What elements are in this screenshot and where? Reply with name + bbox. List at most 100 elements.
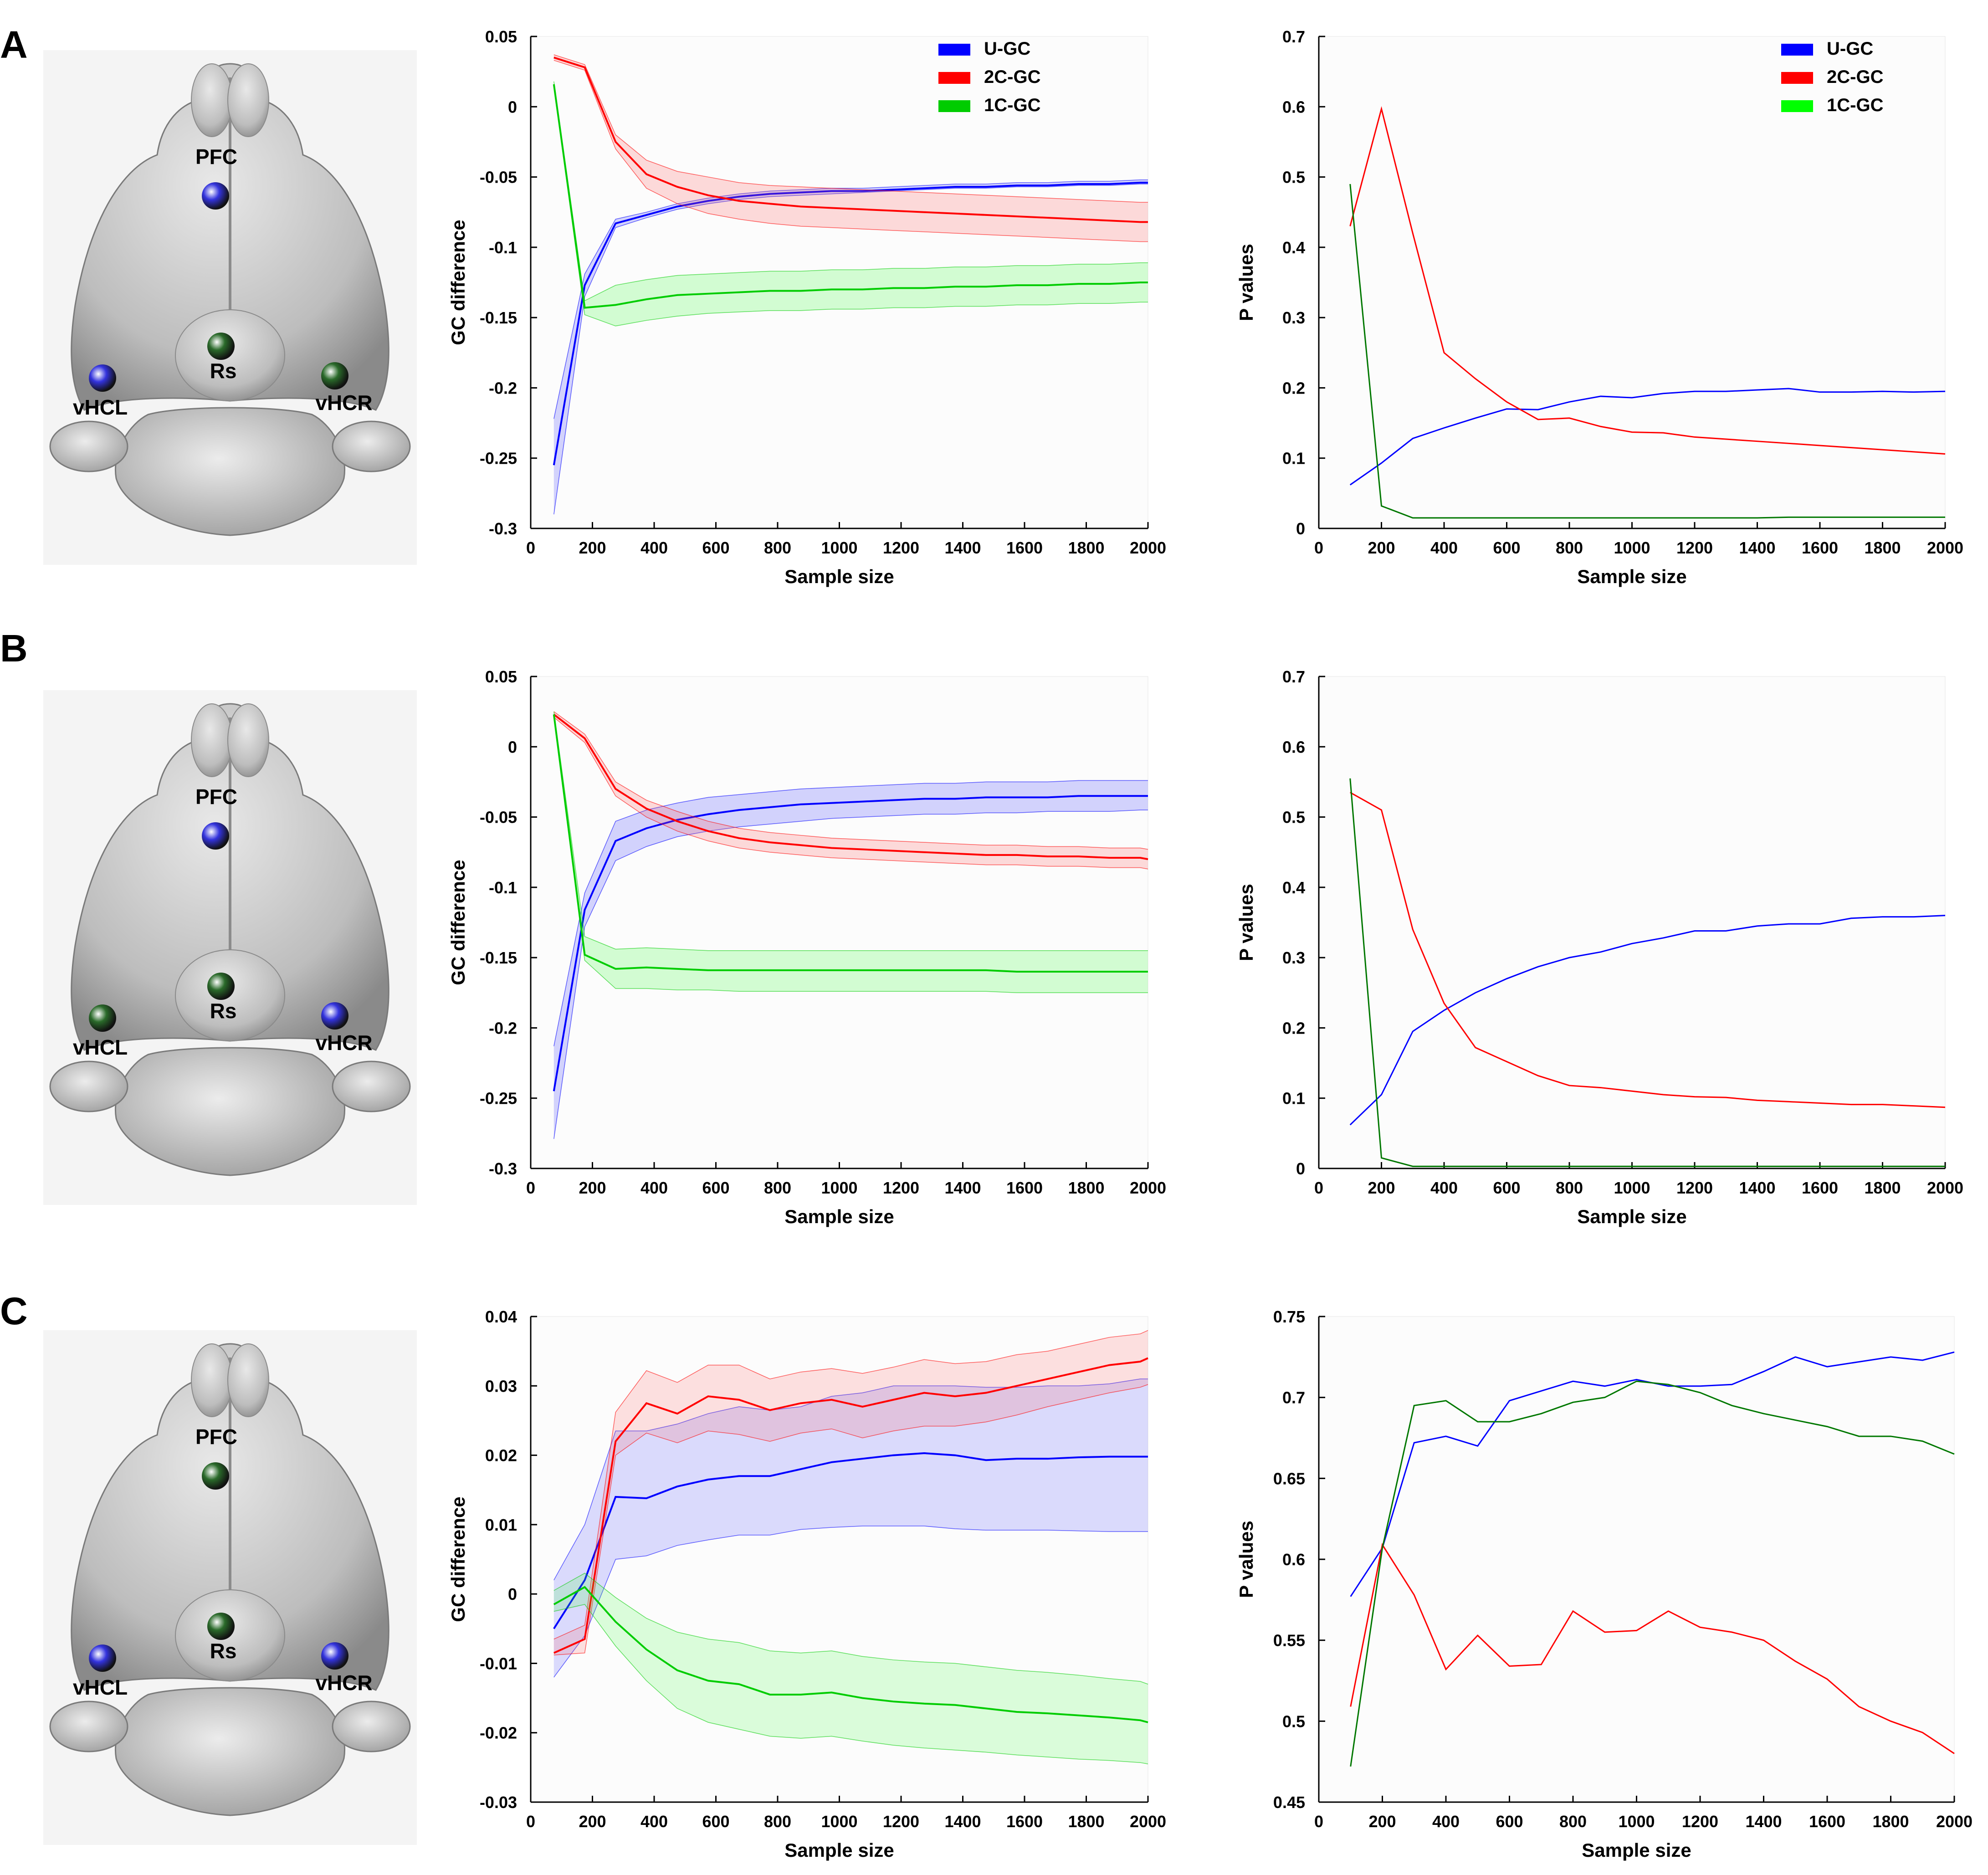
x-tick-label: 1200 — [1676, 538, 1713, 557]
y-tick-label: 0.6 — [1282, 1550, 1305, 1569]
y-tick-label: -0.05 — [480, 168, 517, 187]
mean-line-2c-gc — [553, 56, 1148, 223]
x-tick-label: 400 — [640, 538, 668, 557]
x-tick-label: 1600 — [1006, 538, 1043, 557]
x-tick-label: 600 — [1493, 1178, 1520, 1197]
y-tick-label: 0.5 — [1282, 168, 1305, 187]
x-tick-label: 800 — [764, 1178, 791, 1197]
series-1c-gc — [553, 712, 1148, 994]
y-tick-label: 0 — [508, 1585, 517, 1603]
mean-line-u-gc — [553, 1452, 1148, 1629]
brain-shape — [49, 1343, 411, 1816]
x-tick-label: 2000 — [1927, 1178, 1963, 1197]
band-upper-edge — [553, 1330, 1148, 1639]
band-lower-edge — [553, 184, 1148, 515]
brain-label-vhcr: vHCR — [315, 391, 372, 415]
panel-letter-b: B — [0, 627, 28, 670]
mean-line-2c-gc — [553, 1357, 1148, 1654]
brain-node-vhcr — [321, 1002, 348, 1030]
mean-line-1c-gc — [553, 1586, 1148, 1723]
x-tick-label: 400 — [1430, 1178, 1458, 1197]
y-tick-label: 0.3 — [1282, 308, 1305, 327]
series-1c-gc — [553, 81, 1148, 327]
y-tick-label: -0.05 — [480, 808, 517, 827]
y-tick-label: -0.1 — [489, 238, 517, 257]
x-tick-label: 200 — [579, 538, 606, 557]
x-tick-label: 1800 — [1068, 1812, 1104, 1831]
p-line-2c-gc — [1350, 1543, 1955, 1754]
legend-swatch-2c-gc — [1781, 72, 1813, 84]
x-tick-label: 1400 — [1739, 1178, 1775, 1197]
mean-line-2c-gc — [553, 713, 1148, 861]
x-tick-label: 400 — [640, 1178, 668, 1197]
x-tick-label: 1200 — [883, 538, 919, 557]
y-axis-label: GC difference — [447, 860, 469, 985]
y-tick-label: 0.7 — [1282, 27, 1305, 46]
brain-diagram-b: PFC Rs vHCL vHCR — [43, 690, 417, 1205]
x-tick-label: 200 — [579, 1812, 606, 1831]
legend-label-u-gc: U-GC — [1827, 39, 1873, 59]
y-tick-label: 0.7 — [1282, 1388, 1305, 1407]
x-axis-label: Sample size — [784, 1839, 894, 1861]
x-tick-label: 800 — [764, 538, 791, 557]
x-tick-label: 1800 — [1864, 538, 1901, 557]
brain-node-vhcl — [89, 1644, 116, 1672]
legend-swatch-u-gc — [1781, 44, 1813, 56]
legend-label-2c-gc: 2C-GC — [1827, 67, 1883, 87]
x-tick-label: 600 — [1493, 538, 1520, 557]
band-upper-edge — [553, 81, 1148, 302]
brain-label-pfc: PFC — [195, 785, 237, 809]
legend-swatch-1c-gc — [938, 100, 970, 112]
band-lower-edge — [553, 1526, 1148, 1678]
series-u-gc — [1349, 388, 1946, 486]
y-axis-label: P values — [1235, 244, 1257, 321]
x-tick-label: 1000 — [821, 538, 857, 557]
series-u-gc — [1349, 915, 1946, 1126]
x-axis-label: Sample size — [784, 566, 894, 587]
gc-difference-chart-b: 0 200 400 600 800 1000 1200 1400 1600 1800 2000 -0.… — [447, 667, 1166, 1227]
confidence-band-1c-gc — [553, 81, 1148, 326]
x-tick-label: 1200 — [1682, 1812, 1718, 1831]
x-tick-label: 1600 — [1802, 1178, 1838, 1197]
x-tick-label: 0 — [1314, 1812, 1323, 1831]
y-axis-label: GC difference — [447, 1496, 469, 1622]
y-tick-label: 0 — [508, 738, 517, 756]
mean-line-1c-gc — [553, 714, 1148, 973]
band-lower-edge — [553, 87, 1148, 327]
band-upper-edge — [553, 711, 1148, 850]
x-tick-label: 1800 — [1068, 1178, 1104, 1197]
p-line-u-gc — [1349, 915, 1946, 1126]
y-tick-label: 0.4 — [1282, 238, 1305, 257]
x-tick-label: 200 — [1368, 1178, 1395, 1197]
brain-diagram-a: PFC Rs vHCL vHCR — [43, 50, 417, 565]
y-tick-label: 0.05 — [485, 667, 517, 686]
brain-label-vhcl: vHCL — [73, 1035, 128, 1059]
band-lower-edge — [553, 809, 1148, 1139]
confidence-band-u-gc — [553, 1379, 1148, 1677]
p-line-1c-gc — [1349, 778, 1945, 1167]
p-values-chart-b: 0 200 400 600 800 1000 1200 1400 1600 1800 2000 0 0.… — [1235, 667, 1963, 1227]
x-tick-label: 200 — [1368, 538, 1395, 557]
x-tick-label: 1800 — [1864, 1178, 1901, 1197]
confidence-band-2c-gc — [553, 55, 1148, 242]
legend-swatch-1c-gc — [1781, 100, 1813, 112]
y-tick-label: -0.15 — [480, 948, 517, 967]
x-tick-label: 2000 — [1936, 1812, 1973, 1831]
y-tick-label: 0.04 — [485, 1307, 517, 1326]
panel-letter-c: C — [0, 1290, 28, 1332]
x-tick-label: 600 — [702, 1178, 729, 1197]
x-axis-label: Sample size — [1582, 1839, 1691, 1861]
series-1c-gc — [1349, 184, 1945, 519]
p-line-1c-gc — [1349, 184, 1945, 519]
confidence-band-2c-gc — [553, 1330, 1148, 1655]
x-tick-label: 1200 — [1676, 1178, 1713, 1197]
y-tick-label: -0.25 — [480, 1089, 517, 1108]
y-tick-label: 0.7 — [1282, 667, 1305, 686]
y-tick-label: 0.5 — [1282, 808, 1305, 827]
series-2c-gc — [1350, 1543, 1955, 1754]
x-tick-label: 0 — [526, 1178, 535, 1197]
series-2c-gc — [553, 1330, 1148, 1655]
legend: U-GC 2C-GC 1C-GC — [1781, 39, 1883, 115]
y-tick-label: 0.3 — [1282, 948, 1305, 967]
band-upper-edge — [553, 1573, 1148, 1685]
